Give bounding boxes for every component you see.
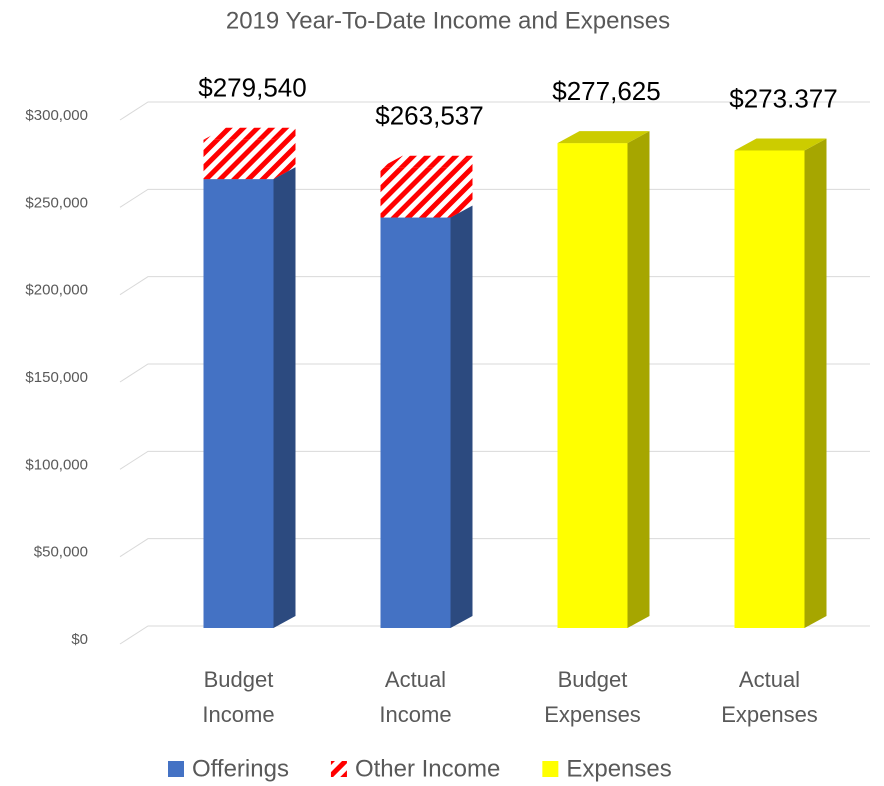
bar-front	[380, 217, 451, 629]
total-label: $263,537	[375, 101, 483, 131]
bar-top	[734, 138, 827, 151]
bar-side	[804, 138, 827, 628]
legend-label: Expenses	[566, 755, 671, 782]
legend-label: Offerings	[192, 755, 289, 782]
legend-marker	[330, 761, 347, 777]
x-tick-label: Actual Expenses	[721, 667, 818, 727]
bar-top	[380, 155, 473, 168]
legend-label: Other Income	[355, 755, 500, 782]
grid-line	[119, 101, 870, 121]
y-tick-label: $100,000	[25, 456, 88, 473]
bar-front	[380, 167, 451, 218]
x-tick-label: Budget Income	[202, 667, 275, 727]
bar-front	[557, 143, 628, 628]
bar-side	[273, 167, 296, 628]
y-tick-label: $0	[71, 631, 88, 648]
bar-side	[450, 155, 473, 218]
y-tick-label: $200,000	[25, 282, 88, 299]
legend-marker	[168, 761, 184, 777]
y-tick-label: $250,000	[25, 194, 88, 211]
x-tick-label: Budget Expenses	[544, 667, 641, 727]
y-tick-label: $50,000	[34, 544, 88, 561]
bar-top	[203, 127, 296, 140]
y-tick-label: $300,000	[25, 107, 88, 124]
total-label: $277,625	[552, 76, 660, 106]
bar-side	[450, 205, 473, 629]
bar-front	[734, 150, 805, 628]
total-label: $273.377	[729, 83, 837, 113]
grid-line	[119, 625, 870, 645]
legend-marker	[542, 761, 559, 777]
bar-top	[557, 131, 650, 144]
bar-front	[203, 139, 274, 180]
bar-front	[203, 179, 274, 628]
bar-side	[273, 127, 296, 180]
total-label: $279,540	[198, 73, 306, 103]
chart-title: 2019 Year-To-Date Income and Expenses	[226, 7, 670, 34]
y-tick-label: $150,000	[25, 369, 88, 386]
x-tick-label: Actual Income	[379, 667, 452, 727]
bar-side	[627, 131, 650, 628]
